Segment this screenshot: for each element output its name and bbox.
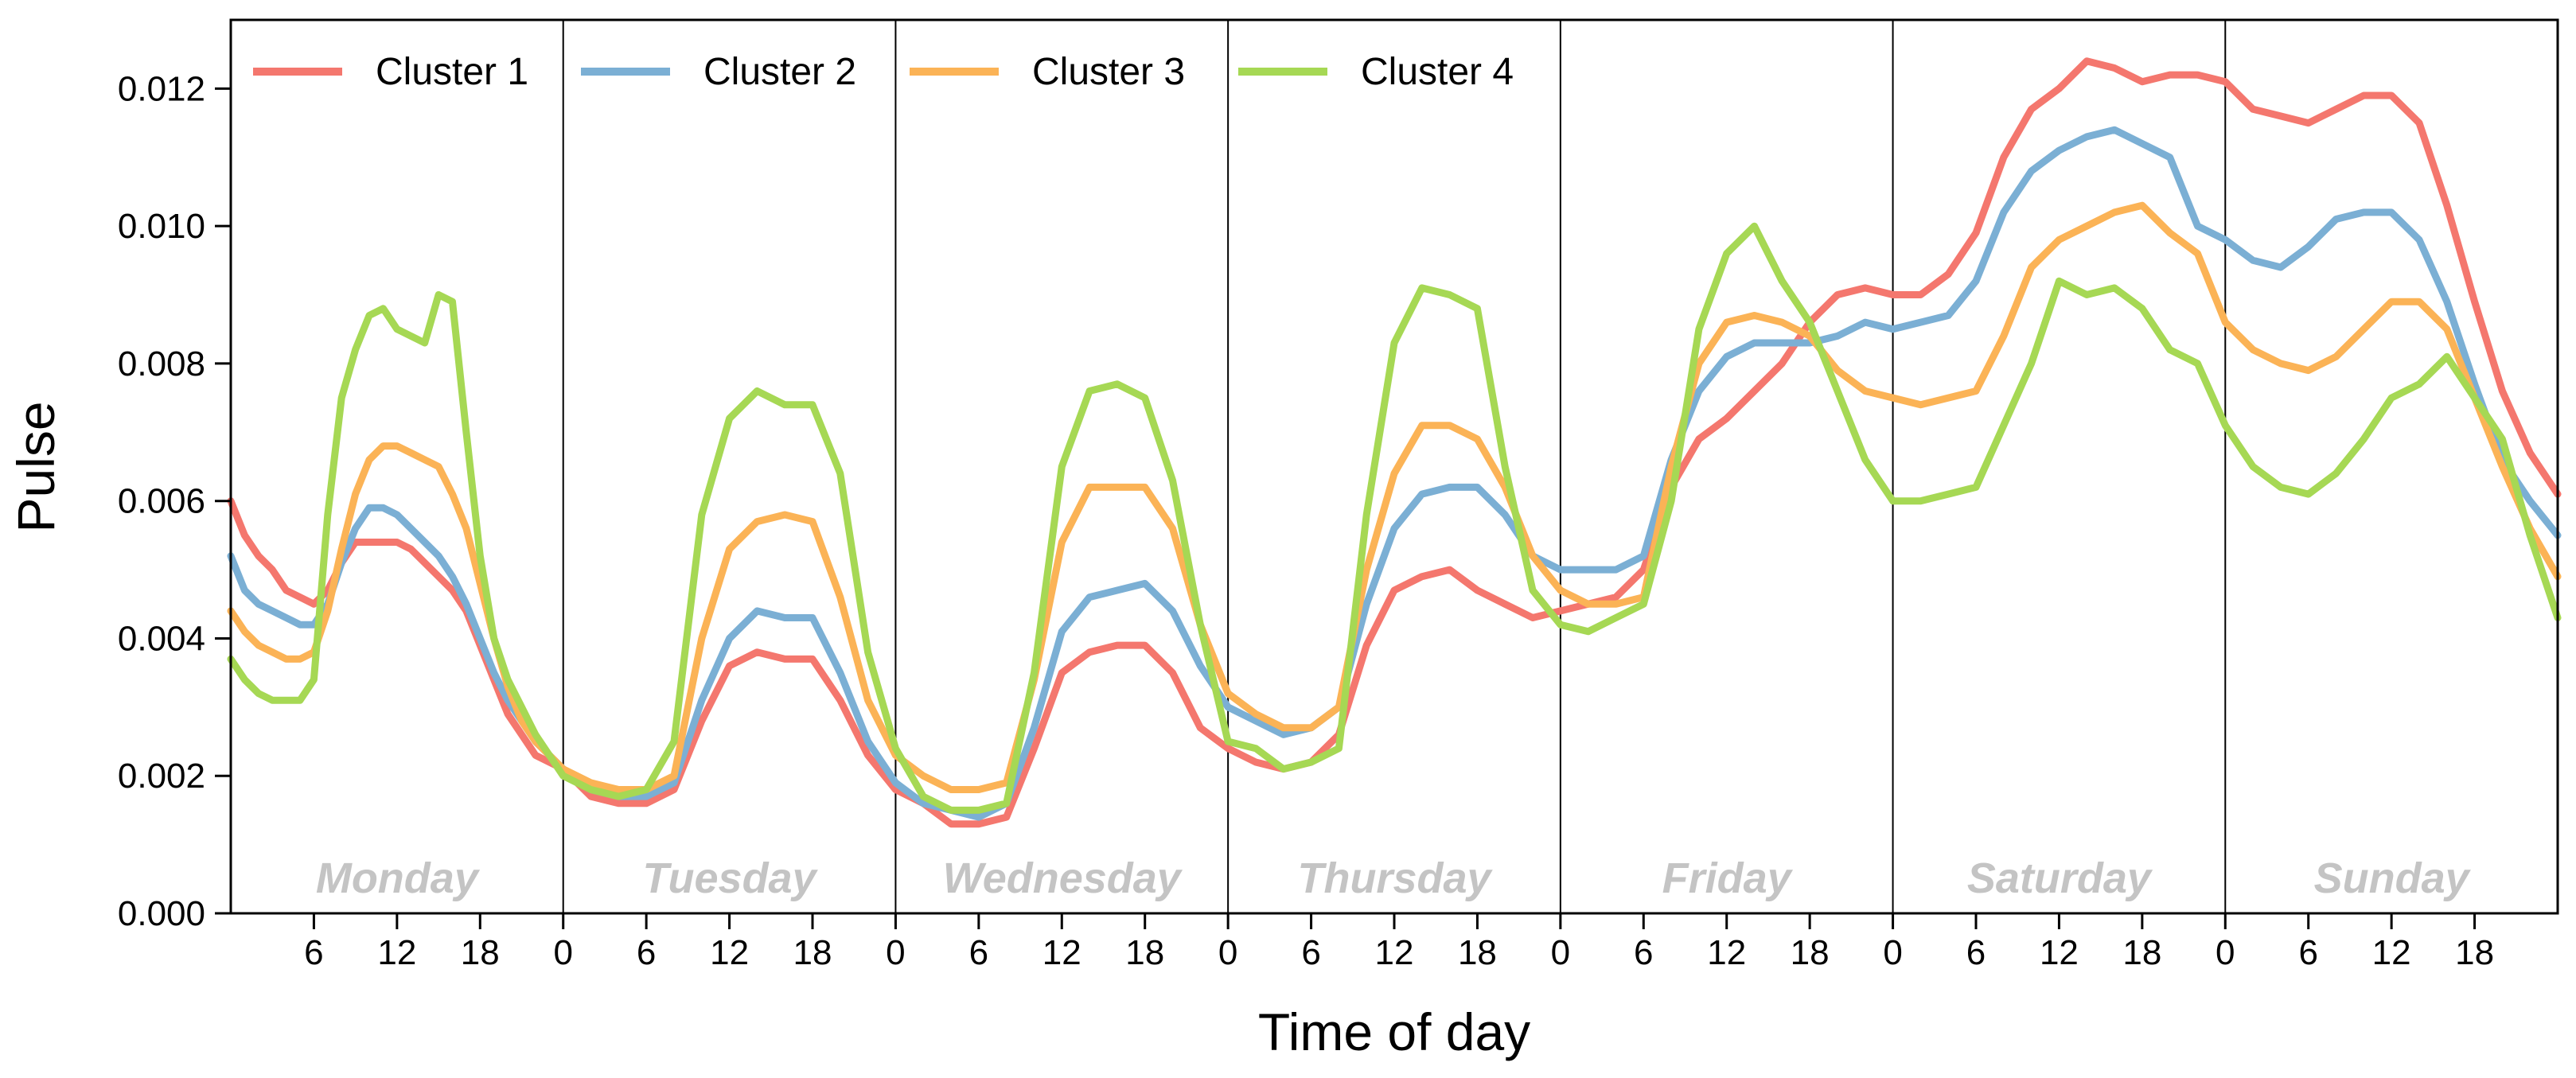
x-tick-label: 18 [2122,933,2161,972]
series-line-cluster-1 [227,57,2562,828]
x-tick-label: 0 [1883,933,1902,972]
x-tick-label: 6 [304,933,323,972]
day-label: Saturday [1967,854,2153,902]
x-tick-label: 0 [1551,933,1570,972]
x-tick-label: 18 [1125,933,1164,972]
day-label: Monday [316,854,481,902]
x-tick-label: 18 [2455,933,2494,972]
x-tick-label: 6 [2298,933,2317,972]
x-tick-label: 6 [1301,933,1320,972]
x-tick-label: 0 [2216,933,2235,972]
y-tick-label: 0.000 [118,894,205,933]
y-axis-title: Pulse [6,401,65,532]
x-tick-label: 6 [1966,933,1986,972]
y-tick-label: 0.002 [118,757,205,796]
y-tick-label: 0.010 [118,207,205,246]
day-labels: Monday Tuesday Wednesday Thursday Friday Satu… [316,854,2472,902]
y-axis: 0.000 0.002 0.004 0.006 0.008 0.010 0.012 [118,69,231,933]
y-tick-label: 0.008 [118,344,205,383]
x-tick-label: 0 [1218,933,1237,972]
legend-label: Cluster 3 [1032,51,1185,93]
x-tick-label: 12 [1707,933,1746,972]
series-line-cluster-2 [227,126,2562,821]
day-label: Friday [1662,854,1794,902]
y-tick-label: 0.006 [118,482,205,521]
legend-label: Cluster 2 [703,51,856,93]
day-label: Sunday [2314,854,2472,902]
x-tick-label: 18 [461,933,500,972]
x-tick-label: 6 [1634,933,1653,972]
y-tick-label: 0.004 [118,619,205,658]
legend: Cluster 1 Cluster 2 Cluster 3 Cluster 4 [253,51,1514,93]
legend-label: Cluster 1 [376,51,528,93]
x-tick-label: 12 [377,933,416,972]
x-tick-label: 12 [1042,933,1081,972]
x-tick-label: 12 [2040,933,2079,972]
series-lines [227,57,2562,828]
day-label: Thursday [1297,854,1493,902]
x-tick-label: 12 [2372,933,2411,972]
series-line-cluster-4 [227,222,2562,814]
day-label: Wednesday [943,854,1183,902]
series-line-cluster-3 [227,201,2562,793]
y-tick-label: 0.012 [118,69,205,108]
x-tick-label: 18 [1458,933,1497,972]
x-tick-label: 18 [793,933,832,972]
x-tick-label: 0 [886,933,905,972]
x-tick-label: 6 [637,933,656,972]
x-axis: 6 12 18 0 6 12 18 0 6 12 18 0 6 12 18 0 6 12 18 0 6 12 18 0 6 12 1… [304,913,2494,972]
x-tick-label: 12 [1375,933,1414,972]
x-tick-label: 18 [1791,933,1830,972]
x-axis-title: Time of day [1258,1002,1530,1061]
x-tick-label: 0 [553,933,572,972]
x-tick-label: 6 [969,933,988,972]
legend-label: Cluster 4 [1361,51,1514,93]
day-label: Tuesday [643,854,819,902]
x-tick-label: 12 [710,933,749,972]
